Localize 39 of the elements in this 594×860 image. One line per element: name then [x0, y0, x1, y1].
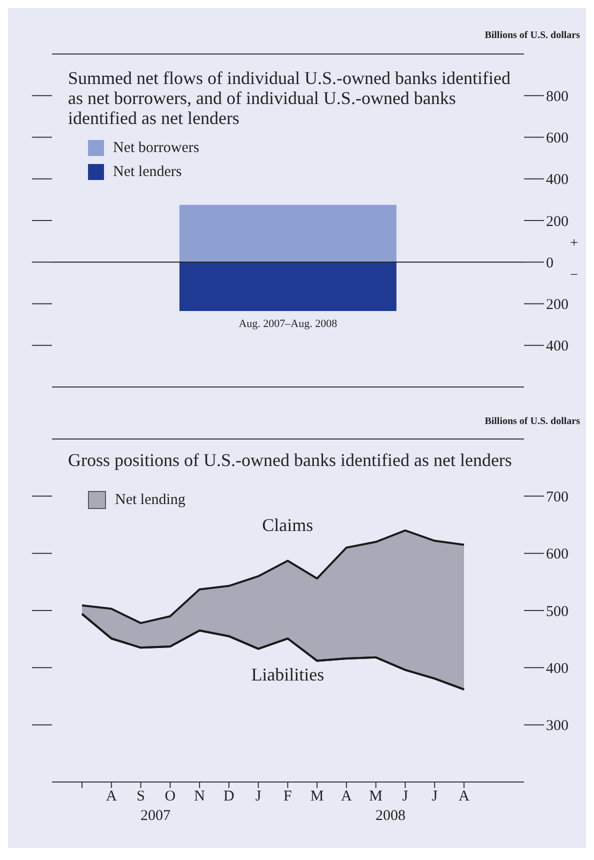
y-tick-label: 600	[546, 130, 568, 147]
x-tick-label: N	[194, 788, 206, 805]
y-tick-label: 200	[546, 214, 568, 230]
y-tick-label: 200	[546, 297, 568, 314]
x-tick-label: F	[284, 788, 292, 805]
x-tick-label: Aug. 2007–Aug. 2008	[238, 318, 338, 330]
text: Gross positions of U.S.-owned banks identified as net lenders	[68, 450, 513, 470]
y-tick-label: 800	[546, 88, 568, 105]
text: 2007	[139, 808, 172, 825]
x-tick-label: J	[432, 788, 438, 805]
x-tick-label: M	[369, 788, 383, 805]
y-axis-title: Billions of U.S. dollars	[484, 416, 580, 427]
x-tick-label: J	[402, 788, 408, 805]
x-tick-label: A	[458, 788, 470, 805]
text: 2008	[374, 808, 407, 825]
y-tick-label: 700	[546, 489, 568, 506]
text: −	[570, 268, 578, 284]
legend-label: Net borrowers	[113, 140, 200, 156]
x-tick-label: O	[164, 788, 176, 805]
x-tick-label: A	[106, 788, 117, 805]
series-label: Liabilities	[251, 664, 324, 685]
y-tick-label: 600	[546, 546, 568, 563]
legend-label: Net lenders	[113, 164, 182, 180]
y-tick-label: 0	[546, 255, 554, 272]
y-tick-label: 400	[546, 660, 568, 677]
annotation: Claims	[261, 514, 314, 536]
x-tick-label: J	[255, 788, 262, 805]
text: Summed net flows of individual U.S.-owned banks identified as net borrowers, and of individual U.S.-owned banks identified as net lenders	[68, 68, 512, 128]
legend-label: Net lending	[115, 492, 186, 508]
y-axis-title: Billions of U.S. dollars	[484, 30, 580, 41]
y-tick-label: 400	[546, 172, 568, 188]
x-tick-label: D	[224, 788, 234, 805]
y-tick-label: 500	[546, 604, 568, 620]
x-tick-label: S	[136, 788, 145, 805]
x-tick-label: M	[310, 788, 324, 805]
text: +	[570, 236, 578, 252]
y-tick-label: 400	[546, 338, 568, 355]
y-tick-label: 300	[546, 718, 568, 734]
x-tick-label: A	[341, 788, 352, 805]
